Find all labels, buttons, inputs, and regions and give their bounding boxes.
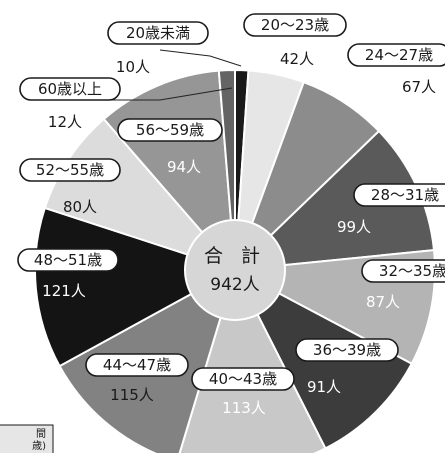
slice-label-box — [295, 338, 399, 362]
slice-count: 113人 — [222, 399, 266, 417]
slice-count: 67人 — [402, 78, 436, 96]
slice-label-box — [19, 77, 121, 101]
slice-label-box — [361, 259, 445, 283]
slice-label-box — [243, 13, 347, 37]
corner-line-1: 間 — [36, 428, 46, 440]
slice-label: 56〜59歳 — [136, 121, 204, 139]
slice-label: 52〜55歳 — [36, 161, 104, 179]
slice-label: 24〜27歳 — [365, 46, 433, 64]
slice-count: 121人 — [42, 282, 86, 300]
center-total: 942人 — [210, 275, 259, 295]
slice-label: 20歳未満 — [126, 24, 190, 42]
slice-count: 99人 — [337, 218, 371, 236]
slice-label: 20〜23歳 — [261, 16, 329, 34]
slice-count: 87人 — [366, 293, 400, 311]
slice-count: 115人 — [110, 386, 154, 404]
slice-label: 40〜43歳 — [209, 370, 277, 388]
slice-count: 91人 — [307, 378, 341, 396]
leader-line — [159, 49, 242, 67]
slice-label-box — [19, 158, 121, 182]
slice-label-box — [347, 43, 445, 67]
slice-label: 48〜51歳 — [34, 251, 102, 269]
slice-count: 80人 — [63, 198, 97, 216]
slice-label: 32〜35歳 — [379, 262, 445, 280]
slice-label: 28〜31歳 — [371, 186, 439, 204]
slice-label: 44〜47歳 — [103, 356, 171, 374]
slice-label-box — [353, 183, 445, 207]
slice-label-box — [117, 118, 223, 142]
slice-label: 60歳以上 — [38, 80, 102, 98]
slice-label-box — [191, 367, 295, 391]
center-circle: 合 計 942人 — [184, 219, 286, 321]
slice-label-box — [85, 353, 189, 377]
slice-count: 12人 — [48, 113, 82, 131]
slice-label-box — [17, 248, 119, 272]
slice-count: 10人 — [116, 58, 150, 76]
corner-line-2: 歳) — [32, 440, 46, 452]
slice-label: 36〜39歳 — [313, 341, 381, 359]
pie-slice — [34, 206, 238, 368]
corner-legend-fragment: 間 歳) — [0, 424, 54, 453]
slice-label-box — [107, 21, 209, 45]
pie-slices — [34, 68, 436, 453]
center-title: 合 計 — [204, 245, 266, 267]
slice-count: 94人 — [167, 158, 201, 176]
slice-count: 42人 — [280, 50, 314, 68]
